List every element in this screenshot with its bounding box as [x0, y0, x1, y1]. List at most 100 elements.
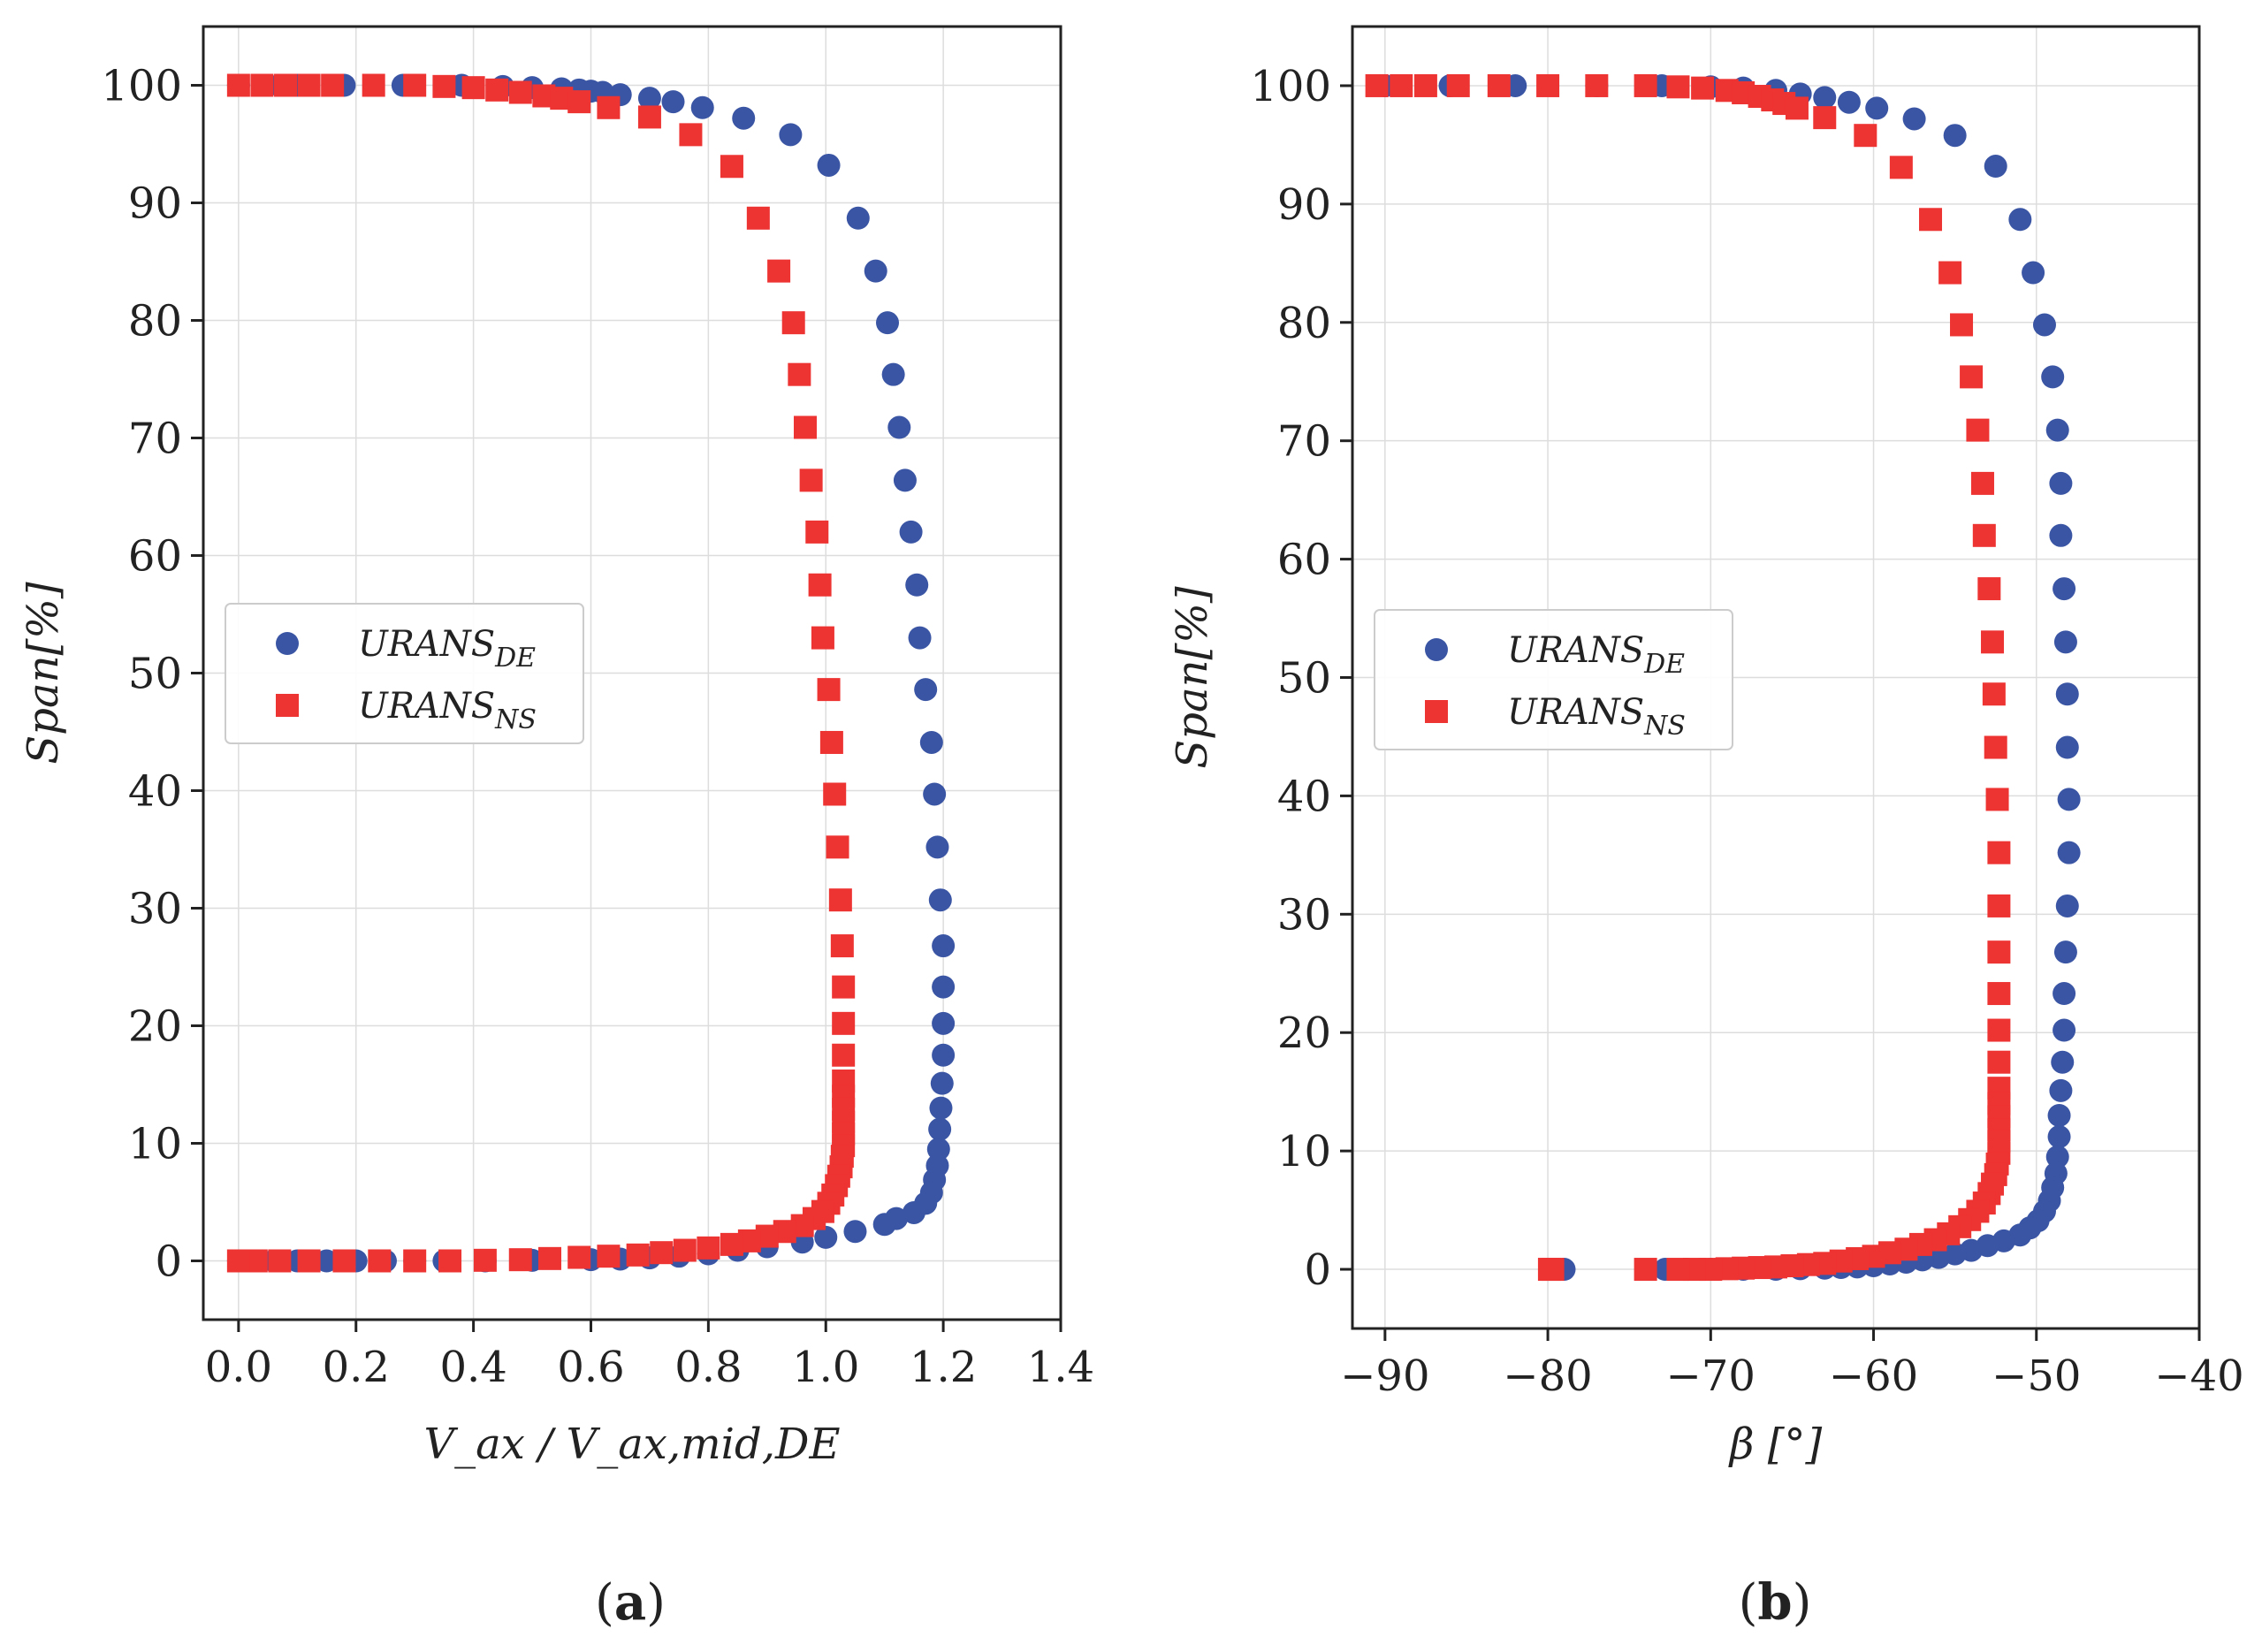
- x-tick-label: −40: [2154, 1351, 2243, 1401]
- data-point-ns: [781, 311, 805, 335]
- data-point-ns: [830, 934, 854, 958]
- x-tick-label: 0.2: [323, 1343, 390, 1392]
- data-point-de: [1902, 107, 1926, 131]
- y-tick-label: 50: [128, 650, 182, 699]
- y-tick-label: 0: [155, 1237, 182, 1287]
- data-point-de: [315, 1249, 339, 1273]
- data-point-de: [2049, 523, 2073, 547]
- data-point-ns: [1446, 73, 1470, 97]
- plot-frame: [1351, 25, 2201, 1330]
- data-point-de: [2053, 630, 2077, 654]
- data-point-ns: [1987, 1050, 2011, 1074]
- data-point-de: [2047, 1103, 2071, 1127]
- data-point-de: [1865, 96, 1889, 120]
- y-tick-label: 70: [128, 415, 182, 464]
- data-point-de: [881, 362, 905, 386]
- data-point-ns: [403, 1249, 427, 1273]
- data-point-de: [887, 415, 911, 439]
- data-point-ns: [805, 520, 829, 544]
- data-point-de: [2032, 313, 2056, 337]
- data-point-ns: [274, 73, 298, 97]
- data-point-ns: [597, 95, 621, 119]
- caption-b: (b): [1739, 1573, 1812, 1632]
- data-point-ns: [1960, 365, 1984, 389]
- data-point-ns: [297, 1249, 321, 1273]
- data-point-ns: [746, 206, 770, 230]
- data-point-de: [876, 311, 900, 335]
- legend-marker-de: [276, 632, 299, 655]
- data-point-de: [905, 573, 929, 597]
- data-point-ns: [268, 1249, 292, 1273]
- data-point-ns: [626, 1243, 650, 1267]
- data-point-de: [929, 1096, 953, 1120]
- data-point-ns: [1987, 982, 2011, 1006]
- legend-box: [1374, 609, 1733, 750]
- data-point-de: [899, 520, 923, 544]
- data-point-de: [1837, 90, 1861, 114]
- data-point-de: [2055, 682, 2079, 706]
- data-point-de: [2008, 208, 2032, 232]
- data-point-ns: [720, 155, 743, 179]
- data-point-de: [893, 468, 917, 492]
- data-point-ns: [432, 74, 456, 98]
- data-point-ns: [1987, 841, 2011, 864]
- data-point-ns: [332, 1249, 356, 1273]
- data-point-de: [902, 1200, 925, 1224]
- data-point-ns: [832, 975, 856, 999]
- data-point-ns: [485, 78, 509, 102]
- data-point-de: [2041, 365, 2065, 389]
- data-point-de: [926, 1138, 950, 1161]
- data-point-ns: [1487, 73, 1511, 97]
- data-point-ns: [250, 73, 274, 97]
- data-point-ns: [597, 1245, 621, 1268]
- data-point-ns: [637, 105, 661, 129]
- data-point-de: [814, 1225, 838, 1249]
- data-point-ns: [362, 73, 385, 97]
- data-point-ns: [403, 73, 427, 97]
- data-point-ns: [673, 1238, 697, 1262]
- data-point-ns: [788, 362, 811, 386]
- data-point-de: [2049, 1078, 2073, 1102]
- data-point-de: [2049, 471, 2073, 495]
- y-tick-label: 20: [1277, 1009, 1331, 1058]
- data-point-ns: [832, 1043, 856, 1067]
- data-point-de: [932, 1011, 956, 1035]
- x-tick-label: −80: [1503, 1351, 1592, 1401]
- data-point-ns: [1813, 106, 1837, 130]
- data-point-ns: [1977, 577, 2001, 601]
- data-point-ns: [1982, 682, 2006, 706]
- y-tick-label: 90: [128, 179, 182, 229]
- data-point-ns: [473, 1248, 497, 1272]
- legend-label-de: URANSDE: [1507, 630, 1685, 680]
- x-tick-label: 0.8: [674, 1343, 742, 1392]
- data-point-ns: [650, 1241, 674, 1265]
- caption-a: (a): [595, 1573, 666, 1632]
- data-point-ns: [461, 76, 485, 100]
- data-point-ns: [679, 123, 703, 147]
- x-tick-label: −70: [1666, 1351, 1756, 1401]
- x-tick-label: 1.0: [792, 1343, 859, 1392]
- x-tick-label: 1.4: [1027, 1343, 1094, 1392]
- data-point-ns: [1537, 1258, 1561, 1282]
- y-tick-label: 60: [1277, 536, 1331, 585]
- data-point-de: [864, 259, 887, 283]
- x-tick-label: −50: [1992, 1351, 2081, 1401]
- y-tick-label: 100: [101, 62, 182, 111]
- data-point-ns: [808, 573, 832, 597]
- y-tick-label: 60: [128, 532, 182, 582]
- data-point-de: [637, 87, 661, 110]
- data-point-ns: [1972, 523, 1996, 547]
- data-point-ns: [817, 678, 841, 702]
- data-point-ns: [1390, 73, 1413, 97]
- data-point-ns: [508, 80, 532, 104]
- data-point-de: [2053, 577, 2076, 601]
- data-point-de: [843, 1220, 867, 1244]
- data-point-ns: [1365, 73, 1389, 97]
- y-tick-label: 40: [128, 767, 182, 817]
- data-point-de: [2045, 418, 2069, 442]
- x-tick-label: 1.2: [910, 1343, 977, 1392]
- data-point-de: [930, 1071, 954, 1095]
- data-point-ns: [1666, 75, 1690, 99]
- data-point-de: [732, 106, 756, 130]
